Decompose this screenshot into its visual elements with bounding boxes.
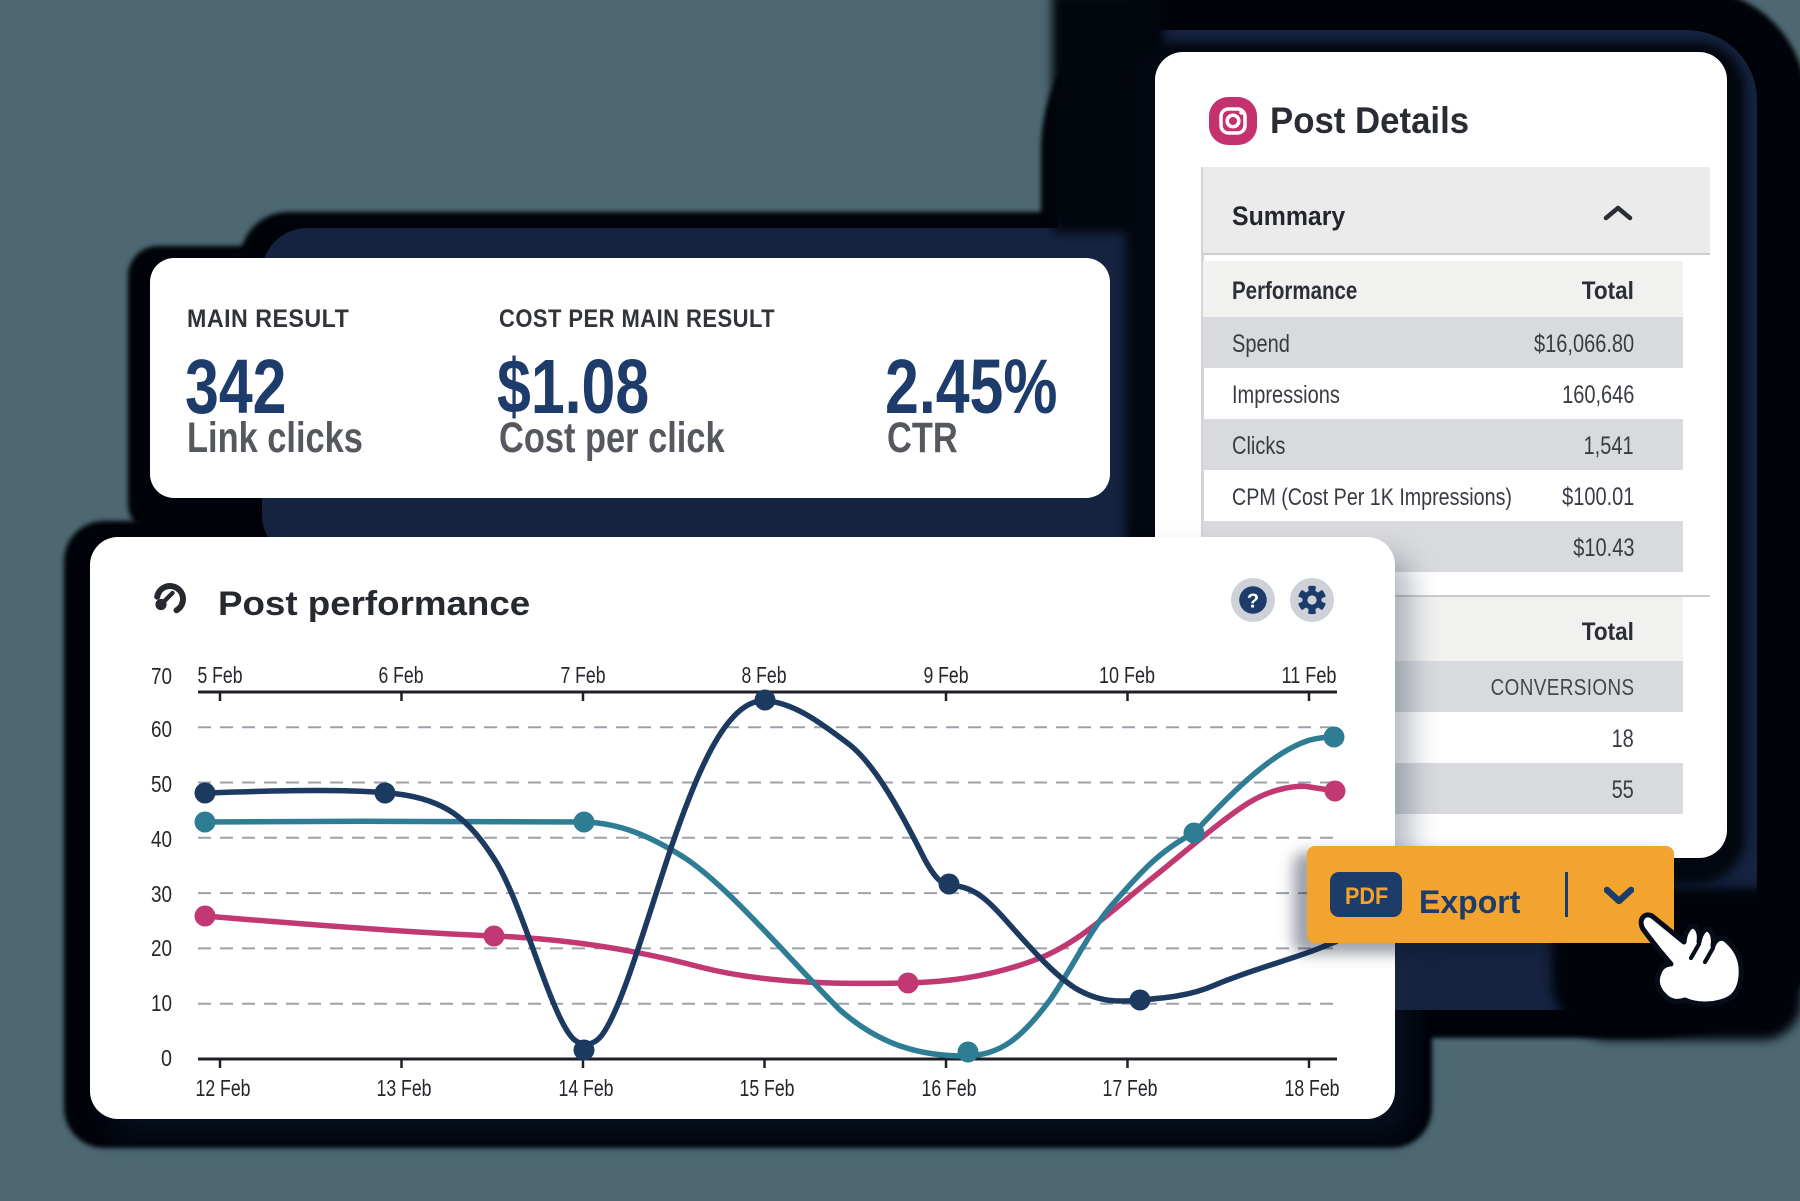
svg-text:12 Feb: 12 Feb: [196, 1075, 251, 1101]
svg-text:?: ?: [1247, 591, 1259, 613]
svg-text:8 Feb: 8 Feb: [742, 662, 787, 688]
svg-text:16 Feb: 16 Feb: [922, 1075, 977, 1101]
svg-text:10 Feb: 10 Feb: [1099, 662, 1155, 688]
svg-text:20: 20: [151, 935, 172, 961]
svg-text:17 Feb: 17 Feb: [1103, 1075, 1158, 1101]
svg-text:7 Feb: 7 Feb: [561, 662, 606, 688]
svg-text:70: 70: [151, 663, 172, 689]
svg-text:18 Feb: 18 Feb: [1285, 1075, 1340, 1101]
svg-text:6 Feb: 6 Feb: [379, 662, 424, 688]
svg-text:5 Feb: 5 Feb: [198, 662, 243, 688]
svg-text:0: 0: [161, 1045, 172, 1071]
svg-text:9 Feb: 9 Feb: [924, 662, 969, 688]
svg-text:10: 10: [151, 990, 172, 1016]
svg-text:60: 60: [151, 716, 172, 742]
svg-text:13 Feb: 13 Feb: [377, 1075, 432, 1101]
svg-text:11 Feb: 11 Feb: [1282, 662, 1337, 688]
svg-text:14 Feb: 14 Feb: [559, 1075, 614, 1101]
svg-text:15 Feb: 15 Feb: [740, 1075, 795, 1101]
svg-text:50: 50: [151, 771, 172, 797]
svg-text:30: 30: [151, 881, 172, 907]
svg-text:40: 40: [151, 826, 172, 852]
